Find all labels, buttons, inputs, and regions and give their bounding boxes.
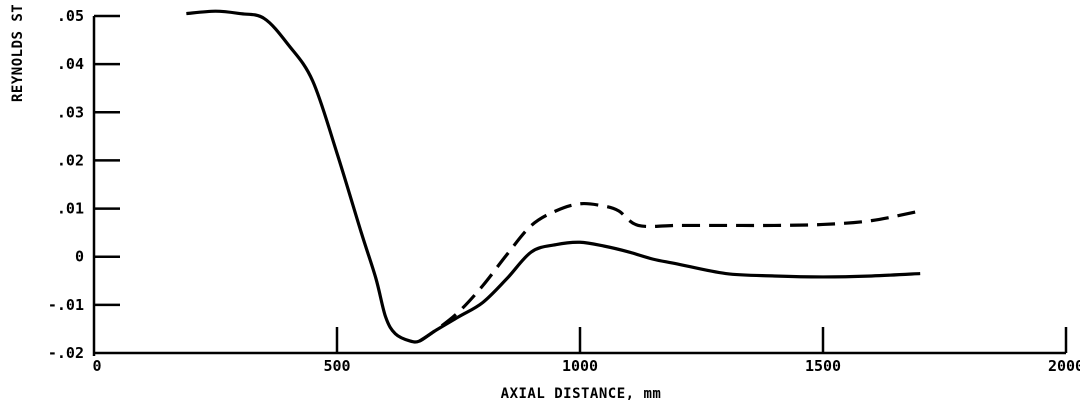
y-tick-label: -.02	[48, 344, 84, 362]
y-ticks: -.02 -.01 0 .01 .02 .03 .04 .05	[48, 7, 120, 362]
series-lines	[186, 9, 921, 344]
x-tick-label: 1000	[562, 357, 598, 375]
y-tick-label: -.01	[48, 296, 84, 314]
y-tick-label: .03	[57, 103, 84, 121]
y-tick-label: .05	[57, 7, 84, 25]
x-tick-label: 2000	[1048, 357, 1080, 375]
y-tick-label: .02	[57, 151, 84, 169]
x-axis-title: AXIAL DISTANCE, mm	[501, 386, 662, 402]
x-tick-label: 500	[323, 357, 350, 375]
x-tick-label: 0	[92, 357, 101, 375]
dashed-series-line	[418, 201, 921, 343]
y-tick-label: .01	[57, 200, 84, 218]
y-tick-label: 0	[75, 248, 84, 266]
x-tick-label: 1500	[805, 357, 841, 375]
x-ticks: 0 500 1000 1500 2000	[92, 327, 1080, 375]
y-axis-title: REYNOLDS ST	[10, 4, 26, 102]
solid-series-line	[186, 9, 921, 344]
y-tick-label: .04	[57, 55, 84, 73]
